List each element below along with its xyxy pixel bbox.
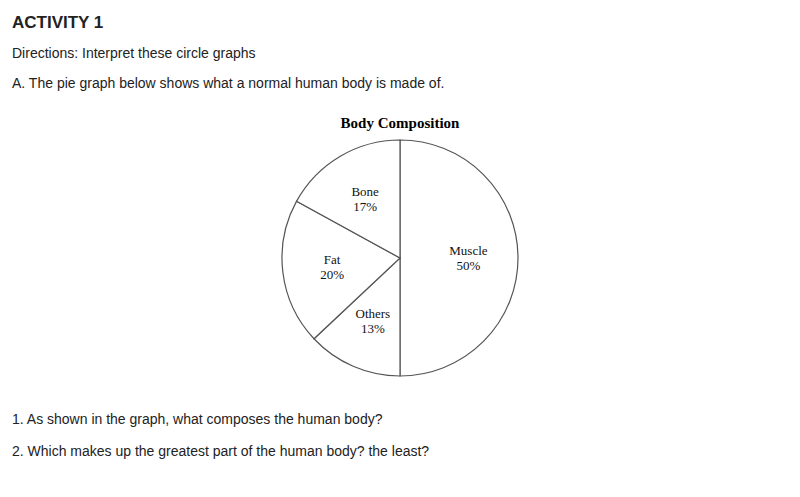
directions: Directions: Interpret these circle graph…: [12, 45, 256, 61]
activity-title: ACTIVITY 1: [12, 13, 103, 32]
data-labels: Muscle50% Others13% Fat20% Bone17%: [320, 184, 488, 336]
pie-slice: [297, 140, 400, 258]
slice-label: Bone17%: [351, 184, 379, 214]
slice-label: Fat20%: [320, 252, 344, 282]
subtitle: A. The pie graph below shows what a norm…: [12, 75, 444, 91]
pie: [282, 140, 518, 376]
slice-category: Bone: [351, 184, 379, 199]
slice-value: 17%: [353, 199, 377, 214]
chart-title: Body Composition: [341, 115, 460, 131]
slice-value: 50%: [457, 258, 481, 273]
slice-value: 20%: [320, 267, 344, 282]
slice-category: Muscle: [449, 243, 488, 258]
slice-category: Fat: [324, 252, 341, 267]
question: 1. As shown in the graph, what composes …: [12, 411, 383, 427]
slice-value: 13%: [361, 321, 385, 336]
chart-canvas: ACTIVITY 1 Directions: Interpret these ci…: [0, 0, 800, 497]
slice-label: Muscle50%: [449, 243, 488, 273]
question: 2. Which makes up the greatest part of t…: [12, 443, 429, 459]
slice-category: Others: [355, 306, 390, 321]
slice-label: Others13%: [355, 306, 390, 336]
pie-slice: [400, 140, 518, 376]
